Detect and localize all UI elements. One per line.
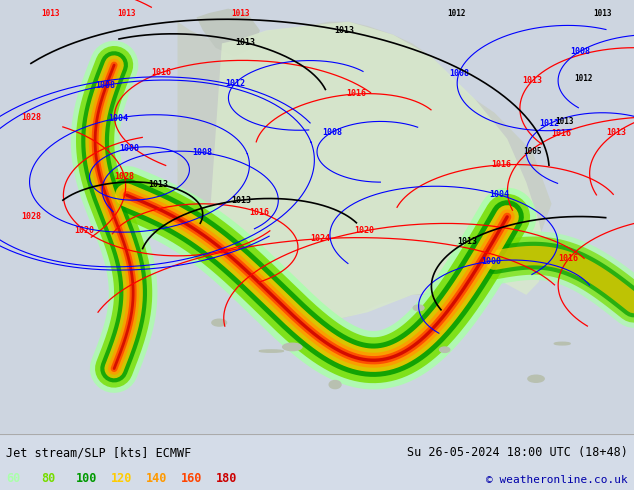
Text: 80: 80 (41, 472, 55, 486)
Text: 1013: 1013 (231, 8, 250, 18)
Text: 1004: 1004 (108, 114, 128, 122)
Ellipse shape (439, 347, 450, 352)
Text: 1012: 1012 (447, 8, 466, 18)
Text: 1000: 1000 (120, 144, 139, 153)
Text: 1020: 1020 (75, 226, 94, 235)
Text: 1013: 1013 (335, 26, 354, 35)
Text: 1004: 1004 (489, 191, 510, 199)
Text: 1028: 1028 (115, 172, 134, 181)
Text: 1020: 1020 (354, 226, 375, 235)
Text: 1024: 1024 (310, 234, 330, 243)
Text: 1016: 1016 (346, 90, 366, 98)
Text: 1013: 1013 (148, 179, 168, 189)
Text: 1012: 1012 (539, 120, 559, 128)
Text: 1008: 1008 (192, 148, 212, 157)
Text: 1005: 1005 (523, 147, 542, 156)
Text: 1013: 1013 (41, 8, 60, 18)
Ellipse shape (283, 343, 302, 351)
Text: 1016: 1016 (152, 68, 172, 77)
Text: 1013: 1013 (593, 8, 612, 18)
Text: Su 26-05-2024 18:00 UTC (18+48): Su 26-05-2024 18:00 UTC (18+48) (407, 446, 628, 459)
Polygon shape (178, 22, 552, 330)
Ellipse shape (212, 319, 226, 326)
Text: 1013: 1013 (231, 196, 251, 205)
Text: Jet stream/SLP [kts] ECMWF: Jet stream/SLP [kts] ECMWF (6, 446, 191, 459)
Text: 1028: 1028 (22, 113, 42, 122)
Text: 1013: 1013 (522, 76, 543, 85)
Text: 180: 180 (216, 472, 237, 486)
Text: 1008: 1008 (95, 81, 115, 90)
Ellipse shape (528, 375, 544, 382)
Text: 1028: 1028 (22, 212, 42, 221)
Text: 1016: 1016 (491, 160, 511, 170)
Text: 1013: 1013 (457, 237, 477, 246)
Ellipse shape (554, 342, 570, 345)
Text: 1013: 1013 (235, 38, 256, 47)
Polygon shape (197, 9, 260, 56)
Text: 1016: 1016 (250, 208, 269, 217)
Text: 1008: 1008 (571, 47, 591, 55)
Text: 1013: 1013 (607, 128, 626, 137)
Text: © weatheronline.co.uk: © weatheronline.co.uk (486, 475, 628, 486)
Ellipse shape (413, 305, 424, 311)
Ellipse shape (259, 350, 283, 352)
Text: 1008: 1008 (449, 69, 469, 78)
Text: 1016: 1016 (552, 129, 572, 138)
Text: 1008: 1008 (322, 128, 342, 137)
Text: 1013: 1013 (117, 8, 136, 18)
Text: 60: 60 (6, 472, 20, 486)
Ellipse shape (329, 381, 341, 389)
Polygon shape (209, 22, 545, 325)
Text: 160: 160 (181, 472, 202, 486)
Text: 140: 140 (146, 472, 167, 486)
Text: 1016: 1016 (559, 254, 579, 263)
Text: 120: 120 (111, 472, 133, 486)
Text: 100: 100 (76, 472, 98, 486)
Text: 1012: 1012 (225, 79, 245, 88)
Text: 1012: 1012 (574, 74, 593, 82)
Text: 1013: 1013 (555, 117, 574, 126)
Text: 1000: 1000 (482, 257, 501, 266)
